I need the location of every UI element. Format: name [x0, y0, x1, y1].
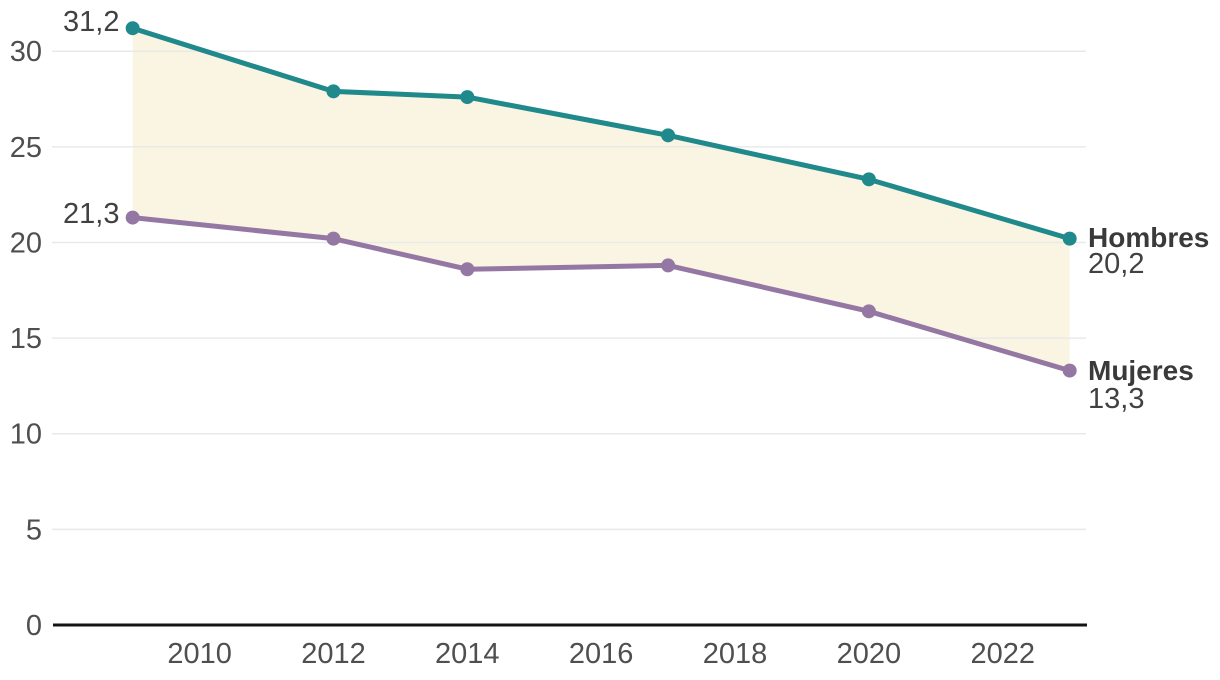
mujeres-end-value-label: 13,3 [1088, 383, 1145, 415]
between-series-band [132, 28, 1070, 371]
x-tick-label: 2016 [569, 638, 634, 670]
series-line-hombres [130, 25, 1073, 242]
x-tick-label: 2014 [435, 638, 500, 670]
mujeres-series-label: Mujeres [1088, 355, 1194, 386]
data-point-mujeres-2023 [1062, 363, 1077, 378]
y-tick-label: 25 [10, 132, 42, 164]
data-point-mujeres-2012 [326, 231, 341, 246]
y-tick-label: 30 [10, 36, 42, 68]
data-point-hombres-2009 [125, 21, 140, 36]
x-tick-label: 2012 [301, 638, 366, 670]
x-tick-label: 2022 [971, 638, 1036, 670]
x-tick-label: 2020 [837, 638, 902, 670]
hombres-series-label: Hombres [1088, 222, 1210, 253]
y-tick-label: 15 [10, 323, 42, 355]
hombres-end-value-label: 20,2 [1088, 248, 1145, 280]
data-point-hombres-2014 [460, 90, 475, 105]
x-tick-label: 2010 [167, 638, 232, 670]
y-tick-label: 20 [10, 227, 42, 259]
data-point-mujeres-2020 [861, 304, 876, 319]
series-line-mujeres [130, 215, 1073, 374]
y-tick-label: 5 [26, 514, 42, 546]
data-point-hombres-2017 [661, 128, 676, 143]
x-tick-label: 2018 [703, 638, 768, 670]
data-point-mujeres-2014 [460, 262, 475, 277]
data-point-hombres-2023 [1062, 231, 1077, 246]
data-point-mujeres-2017 [661, 258, 676, 273]
data-point-mujeres-2009 [125, 210, 140, 225]
hombres-start-value-label: 31,2 [63, 6, 120, 38]
y-tick-label: 10 [10, 419, 42, 451]
data-point-hombres-2012 [326, 84, 341, 99]
mujeres-start-value-label: 21,3 [63, 198, 120, 230]
data-point-hombres-2020 [861, 172, 876, 187]
y-tick-label: 0 [26, 610, 42, 642]
